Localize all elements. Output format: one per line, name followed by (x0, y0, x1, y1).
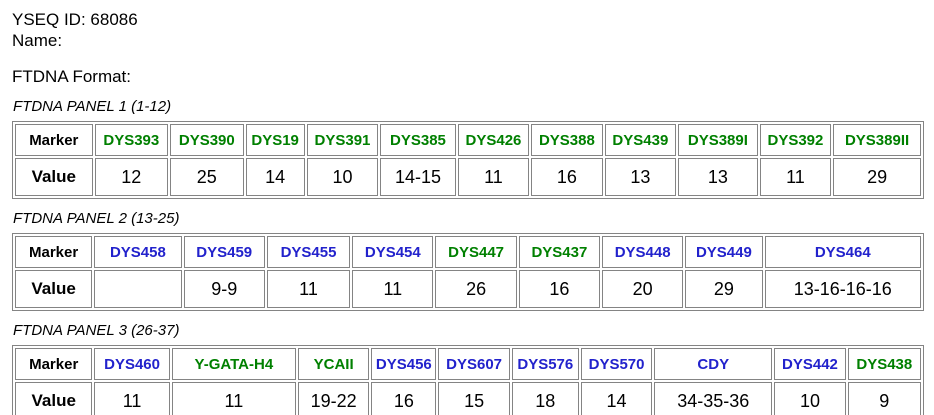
marker-header-cell: DYS392 (759, 124, 832, 156)
marker-row-label: Marker (15, 236, 93, 268)
value-cell: 25 (170, 158, 244, 196)
value-cell: 13-16-16-16 (764, 270, 921, 308)
marker-table: Marker DYS460 Y-GATA-H4 YCAII DYS456 DYS607 DY… (12, 345, 924, 415)
value-cell: 12 (94, 158, 169, 196)
value-row: Value 12 25 14 10 14-15 11 16 13 13 11 29 (15, 158, 921, 196)
value-cell: 16 (371, 382, 437, 415)
panel-title: FTDNA PANEL 3 (26-37) (13, 322, 180, 339)
marker-header-cell: YCAII (297, 348, 370, 380)
marker-header-cell: DYS393 (94, 124, 169, 156)
marker-header-cell: DYS390 (170, 124, 244, 156)
value-cell: 11 (266, 270, 351, 308)
marker-header-cell: DYS449 (685, 236, 763, 268)
marker-header-cell: CDY (654, 348, 773, 380)
value-cell: 10 (306, 158, 379, 196)
value-cell: 16 (518, 270, 601, 308)
value-row: Value 9-9 11 11 26 16 20 29 13-16-16-16 (15, 270, 921, 308)
marker-header-cell: DYS437 (518, 236, 601, 268)
panel: FTDNA PANEL 2 (13-25) Marker DYS458 DYS459 D… (12, 210, 924, 311)
value-cell: 20 (602, 270, 684, 308)
value-cell: 11 (759, 158, 832, 196)
marker-row-label: Marker (15, 348, 93, 380)
name-line: Name: (12, 31, 63, 50)
value-cell (94, 270, 182, 308)
marker-header-cell: DYS607 (438, 348, 510, 380)
marker-header-cell: DYS460 (94, 348, 170, 380)
marker-header-cell: DYS447 (435, 236, 517, 268)
value-cell: 9-9 (183, 270, 265, 308)
value-cell: 11 (457, 158, 530, 196)
value-row-label: Value (15, 382, 93, 415)
marker-header-cell: DYS426 (457, 124, 530, 156)
panel-title: FTDNA PANEL 2 (13-25) (13, 210, 180, 227)
marker-row: Marker DYS460 Y-GATA-H4 YCAII DYS456 DYS607 DY… (15, 348, 921, 380)
marker-header-cell: DYS570 (580, 348, 653, 380)
marker-header-cell: DYS385 (380, 124, 456, 156)
value-row: Value 11 11 19-22 16 15 18 14 34-35-36 10 9 (15, 382, 921, 415)
marker-header-cell: DYS464 (764, 236, 921, 268)
marker-table: Marker DYS458 DYS459 DYS455 DYS454 DYS447 DYS4… (12, 233, 924, 311)
marker-header-cell: DYS389I (678, 124, 758, 156)
marker-row: Marker DYS393 DYS390 DYS19 DYS391 DYS385 DYS42… (15, 124, 921, 156)
marker-table: Marker DYS393 DYS390 DYS19 DYS391 DYS385 DYS42… (12, 121, 924, 199)
value-cell: 29 (833, 158, 921, 196)
value-cell: 18 (511, 382, 579, 415)
marker-header-cell: DYS442 (774, 348, 846, 380)
value-cell: 11 (352, 270, 434, 308)
value-cell: 13 (678, 158, 758, 196)
marker-header-cell: DYS448 (602, 236, 684, 268)
panel-title: FTDNA PANEL 1 (1-12) (13, 98, 172, 115)
marker-header-cell: DYS19 (245, 124, 305, 156)
value-cell: 14 (245, 158, 305, 196)
panel: FTDNA PANEL 1 (1-12) Marker DYS393 DYS390 DY… (12, 98, 924, 199)
value-cell: 29 (685, 270, 763, 308)
marker-header-cell: DYS576 (511, 348, 579, 380)
value-cell: 26 (435, 270, 517, 308)
panels-container: FTDNA PANEL 1 (1-12) Marker DYS393 DYS390 DY… (12, 98, 924, 415)
value-cell: 14 (580, 382, 653, 415)
value-cell: 11 (94, 382, 170, 415)
marker-row-label: Marker (15, 124, 93, 156)
marker-header-cell: DYS438 (847, 348, 921, 380)
value-cell: 34-35-36 (654, 382, 773, 415)
value-row-label: Value (15, 158, 93, 196)
value-cell: 19-22 (297, 382, 370, 415)
marker-header-cell: DYS456 (371, 348, 437, 380)
marker-header-cell: DYS391 (306, 124, 379, 156)
value-cell: 15 (438, 382, 510, 415)
ftdna-format-heading: FTDNA Format: (12, 67, 132, 86)
marker-header-cell: DYS459 (183, 236, 265, 268)
value-cell: 14-15 (380, 158, 456, 196)
value-row-label: Value (15, 270, 93, 308)
value-cell: 11 (171, 382, 296, 415)
marker-header-cell: DYS454 (352, 236, 434, 268)
marker-header-cell: DYS388 (531, 124, 603, 156)
value-cell: 10 (774, 382, 846, 415)
yseq-id-line: YSEQ ID: 68086 (12, 10, 138, 29)
value-cell: 9 (847, 382, 921, 415)
marker-header-cell: Y-GATA-H4 (171, 348, 296, 380)
marker-header-cell: DYS458 (94, 236, 182, 268)
value-cell: 13 (604, 158, 677, 196)
marker-header-cell: DYS455 (266, 236, 351, 268)
panel: FTDNA PANEL 3 (26-37) Marker DYS460 Y-GATA-… (12, 322, 924, 415)
marker-header-cell: DYS439 (604, 124, 677, 156)
value-cell: 16 (531, 158, 603, 196)
marker-row: Marker DYS458 DYS459 DYS455 DYS454 DYS447 DYS4… (15, 236, 921, 268)
marker-header-cell: DYS389II (833, 124, 921, 156)
